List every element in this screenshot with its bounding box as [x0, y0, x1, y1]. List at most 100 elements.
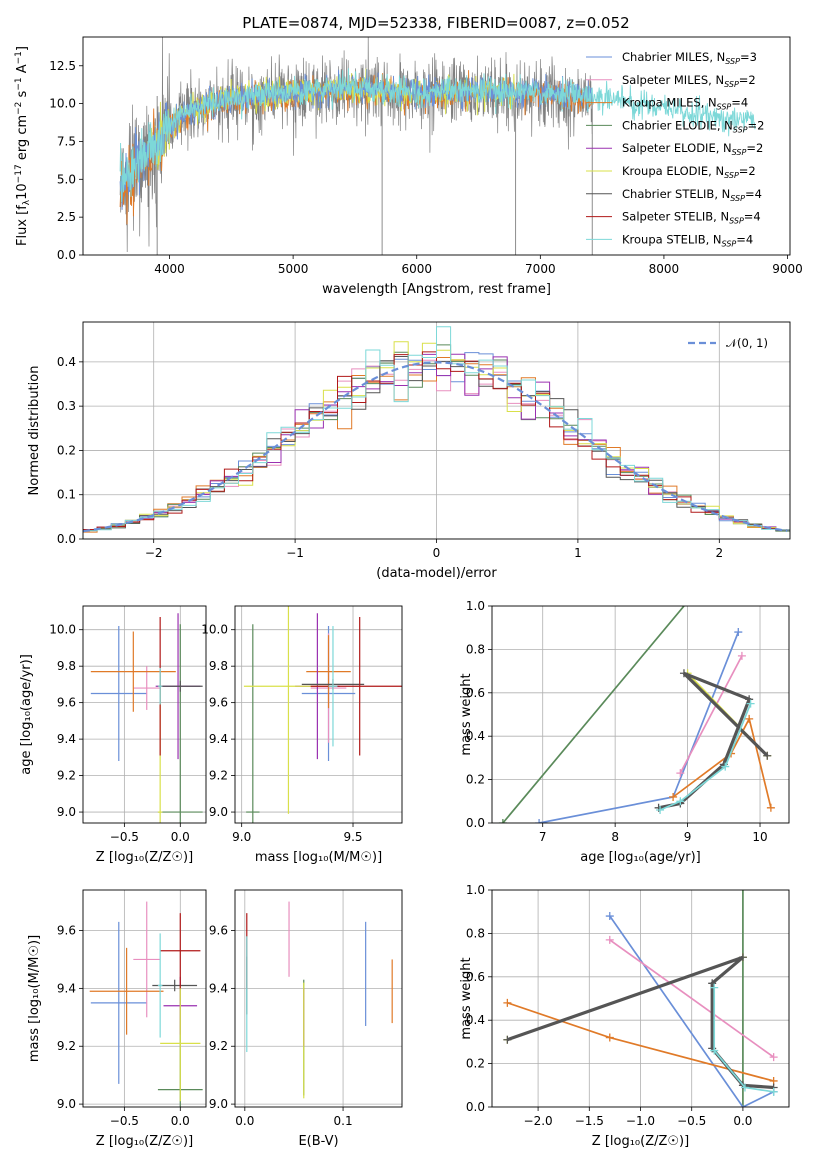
y-axis-label: age [log₁₀(age/yr)]	[19, 654, 34, 775]
x-axis-label: Z [log₁₀(Z/Z☉)]	[592, 1134, 689, 1149]
x-tick-label: −2.0	[524, 1114, 553, 1128]
series-line	[679, 655, 743, 774]
x-axis-label: age [log₁₀(age/yr)]	[580, 850, 701, 865]
y-tick-label: 0.6	[466, 686, 485, 700]
y-tick-label: 9.6	[57, 696, 76, 710]
errorbar-point	[246, 624, 260, 823]
errorbar-point	[133, 901, 161, 1018]
x-tick-label: −1.5	[575, 1114, 604, 1128]
series-marker	[710, 1046, 719, 1055]
y-tick-label: 2.5	[57, 210, 76, 224]
panel-mass-vs-Z: −0.5 0.0 9.0 9.2 9.4 9.6 Z [log₁₀(Z/Z☉)] mass […	[27, 889, 207, 1149]
weight-series	[710, 983, 778, 1096]
y-tick-label: 0.4	[57, 355, 76, 369]
y-tick-label: 9.0	[209, 805, 228, 819]
errorbar-point	[160, 913, 201, 989]
plot-area	[235, 606, 402, 823]
x-tick-label: 9.0	[232, 830, 251, 844]
y-tick-label: 0.0	[466, 1100, 485, 1114]
y-tick-label: 0.2	[466, 1057, 485, 1071]
series-marker	[738, 953, 747, 962]
plot-area	[492, 890, 789, 1107]
y-tick-label: 0.8	[466, 926, 485, 940]
legend-entry: Salpeter MILES, NSSP=2	[622, 73, 756, 89]
y-tick-label: 9.4	[209, 732, 228, 746]
x-tick-label: 2	[715, 546, 723, 560]
panel-spectrum: 4000 5000 6000 7000 8000 9000 0.0 2.5 5.0 7.5 10.0…	[14, 36, 803, 297]
axes-frame	[82, 36, 791, 256]
panel-residual-histogram: −2 −1 0 1 2 0.0 0.1 0.2 0.3 0.4 (data-model)/error…	[27, 321, 791, 581]
x-tick-label: 10	[752, 830, 767, 844]
y-tick-label: 9.0	[209, 1097, 228, 1111]
y-axis-label-part: λ	[22, 199, 32, 205]
panel-mass-vs-ebv: 0.0 0.1 9.0 9.2 9.4 9.6 E(B-V)	[209, 889, 403, 1149]
errorbar-point	[89, 947, 164, 1035]
x-tick-label: 0.0	[235, 1114, 254, 1128]
x-tick-label: −0.5	[110, 1114, 139, 1128]
weight-series	[654, 669, 772, 812]
errorbar-point	[306, 635, 351, 709]
x-tick-label: −1	[286, 546, 304, 560]
y-axis-label: mass weight	[459, 957, 474, 1039]
y-tick-label: 0.0	[57, 248, 76, 262]
x-tick-label: 7000	[525, 262, 556, 276]
series-marker	[710, 983, 719, 992]
errorbar-point	[310, 616, 402, 756]
series-marker	[605, 935, 614, 944]
panel-age-vs-Z: −0.5 0.0 9.0 9.2 9.4 9.6 9.8 10.0 Z [log₁₀(Z/Z☉)…	[19, 605, 207, 865]
x-tick-label: −0.5	[677, 1114, 706, 1128]
weight-series	[535, 628, 743, 823]
y-axis-label-part: −2	[14, 102, 24, 115]
errorbar-point	[157, 933, 163, 1038]
x-tick-label: 7	[539, 830, 547, 844]
x-tick-label: 0.1	[334, 1114, 353, 1128]
panel-weight-vs-Z: −2.0 −1.5 −1.0 −0.5 0.0 0.0 0.2 0.4 0.6 0.8 1.0 Z […	[459, 883, 790, 1149]
plot-area	[235, 890, 402, 1107]
y-axis-label: mass weight	[459, 673, 474, 755]
series-line	[658, 671, 769, 810]
plot-area	[83, 322, 790, 539]
axes-frame	[82, 321, 791, 540]
series-line	[672, 716, 772, 809]
legend-entry: Kroupa MILES, NSSP=4	[622, 96, 748, 112]
figure-title: PLATE=0874, MJD=52338, FIBERID=0087, z=0…	[242, 14, 629, 32]
x-axis-label: wavelength [Angstrom, rest frame]	[322, 282, 551, 297]
y-axis-label-part: ]	[15, 46, 30, 51]
plot-area	[119, 37, 756, 255]
series-marker	[745, 714, 754, 723]
errorbar-point	[160, 985, 201, 1102]
x-tick-label: 5000	[278, 262, 309, 276]
series-marker	[656, 805, 665, 814]
legend-entry: Chabrier MILES, NSSP=3	[622, 50, 757, 66]
x-axis-label: mass [log₁₀(M/M☉)]	[255, 850, 382, 865]
axes-frame	[82, 889, 207, 1108]
y-tick-label: 9.2	[57, 1039, 76, 1053]
y-tick-label: 9.0	[57, 805, 76, 819]
legend-entry: Kroupa ELODIE, NSSP=2	[622, 164, 756, 180]
series-marker	[676, 797, 685, 806]
series-line	[713, 987, 774, 1093]
y-tick-label: 5.0	[57, 172, 76, 186]
axes-frame	[82, 605, 207, 824]
y-tick-label: 0.3	[57, 399, 76, 413]
y-tick-label: 9.6	[57, 924, 76, 938]
plot-area	[83, 606, 206, 823]
y-tick-label: 9.4	[57, 981, 76, 995]
series-marker	[769, 1087, 778, 1096]
y-axis-label-part: 10	[15, 183, 30, 200]
series-marker	[746, 699, 755, 708]
data-spectrum	[119, 37, 593, 253]
plot-area	[492, 606, 789, 823]
series-marker	[766, 803, 775, 812]
y-tick-label: 0.0	[57, 532, 76, 546]
series-line	[506, 955, 774, 1090]
y-tick-label: 10.0	[49, 623, 76, 637]
y-tick-label: 1.0	[466, 883, 485, 897]
y-tick-label: 9.8	[209, 659, 228, 673]
weight-series	[676, 651, 746, 778]
normal-curve	[83, 361, 788, 533]
x-tick-label: 6000	[401, 262, 432, 276]
y-axis-label: Normed distribution	[27, 366, 42, 496]
axes-frame	[491, 605, 790, 824]
